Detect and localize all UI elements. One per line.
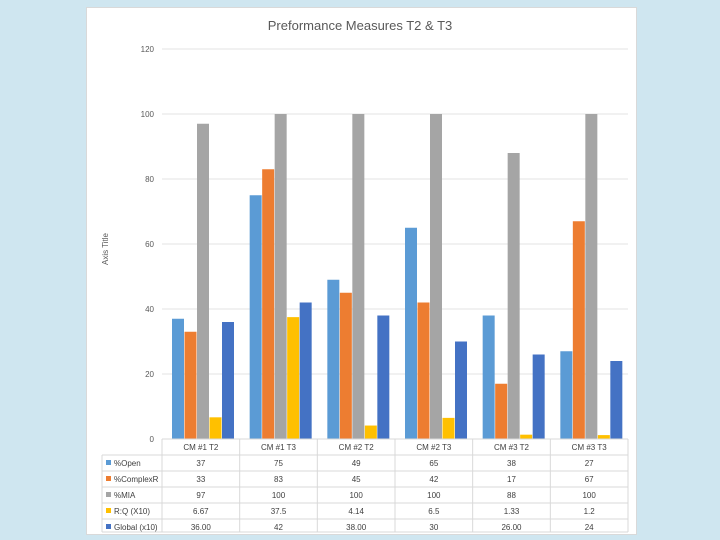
bar [184,331,197,439]
y-tick-label: 40 [145,305,154,314]
legend-label: Global (x10) [114,523,158,532]
chart-title: Preformance Measures T2 & T3 [268,18,453,33]
bar [430,114,442,439]
y-tick-label: 0 [150,435,155,444]
bar [209,417,222,439]
bar [597,435,610,439]
bar [455,341,467,439]
y-tick-label: 120 [141,45,155,54]
bar [610,361,623,439]
x-tick-label: CM #3 T2 [494,443,530,452]
data-label: 24 [585,523,594,532]
y-axis-title: Axis Title [101,232,110,265]
data-label: 1.33 [504,507,520,516]
y-tick-label: 60 [145,240,154,249]
x-tick-label: CM #3 T3 [572,443,608,452]
bar [287,317,300,439]
chart-frame: Preformance Measures T2 & T3 Axis Title … [86,7,637,535]
legend-key [106,508,111,513]
data-label: 88 [507,491,516,500]
chart: Preformance Measures T2 & T3 Axis Title … [101,18,629,533]
y-tick-label: 80 [145,175,154,184]
bar [520,434,533,439]
x-tick-label: CM #2 T3 [416,443,452,452]
data-label: 6.5 [428,507,440,516]
bar [197,123,209,439]
data-label: 75 [274,459,283,468]
bar [482,315,495,439]
data-label: 17 [507,475,516,484]
data-label: 49 [352,459,361,468]
legend-key [106,476,111,481]
legend-label: %Open [114,459,141,468]
data-label: 26.00 [501,523,522,532]
bar [585,114,598,439]
data-label: 100 [272,491,286,500]
bar [507,153,520,439]
y-axis-ticks: 0 20 40 60 80 100 120 [141,45,155,444]
bar [572,221,585,439]
data-label: 67 [585,475,594,484]
bar [377,315,390,439]
data-label: 38.00 [346,523,367,532]
data-label: 100 [582,491,596,500]
bar [532,354,545,439]
legend-label: %MIA [114,491,136,500]
bars [172,114,623,439]
data-label: 97 [196,491,205,500]
data-label: 37.5 [271,507,287,516]
bar [249,195,262,439]
data-label: 4.14 [348,507,364,516]
y-tick-label: 20 [145,370,154,379]
data-table: CM #1 T2 CM #1 T3 CM #2 T2 CM #2 T3 CM #3 T2… [101,438,629,533]
legend-label: R:Q (X10) [114,507,150,516]
data-label: 65 [429,459,438,468]
bar [222,322,234,439]
bar [442,417,455,439]
bar [560,351,573,439]
bar [274,114,287,439]
data-label: 27 [585,459,594,468]
data-label: 83 [274,475,283,484]
bar [299,302,312,439]
data-label: 100 [427,491,441,500]
x-tick-label: CM #1 T3 [261,443,297,452]
legend-key [106,524,111,529]
gridlines [162,48,628,440]
bar [364,425,377,439]
data-label: 38 [507,459,516,468]
y-tick-label: 100 [141,110,155,119]
x-tick-label: CM #1 T2 [183,443,219,452]
data-label: 42 [274,523,283,532]
legend-label: %ComplexR [114,475,159,484]
data-label: 100 [349,491,363,500]
bar [172,318,184,439]
data-label: 45 [352,475,361,484]
bar [262,169,275,439]
bar [405,227,417,439]
legend-key [106,460,111,465]
x-tick-label: CM #2 T2 [339,443,375,452]
legend-key [106,492,111,497]
data-label: 6.67 [193,507,209,516]
data-label: 37 [196,459,205,468]
data-label: 36.00 [191,523,212,532]
bar [339,292,352,439]
data-label: 30 [429,523,438,532]
data-label: 33 [196,475,205,484]
bar [327,279,340,439]
bar [352,114,365,439]
data-label: 1.2 [584,507,596,516]
bar [417,302,430,439]
data-label: 42 [429,475,438,484]
bar [495,383,508,439]
